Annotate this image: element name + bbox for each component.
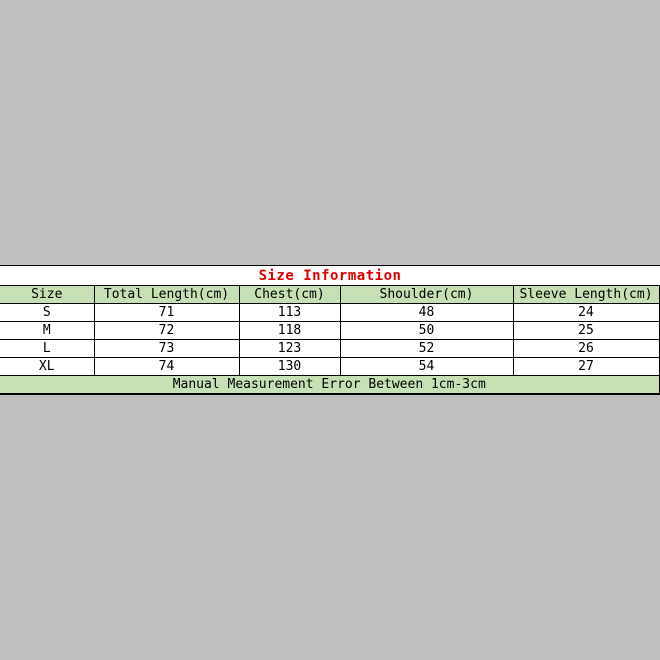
- cell: 113: [238, 303, 341, 322]
- column-header: Total Length(cm): [93, 285, 240, 304]
- size-chart: Size Information Size Total Length(cm) C…: [0, 265, 660, 395]
- cell: 52: [339, 339, 514, 358]
- table-title: Size Information: [258, 268, 402, 284]
- cell: 71: [93, 303, 240, 322]
- size-table: Size Total Length(cm) Chest(cm) Shoulder…: [0, 285, 660, 394]
- cell: 118: [238, 321, 341, 340]
- cell: 25: [512, 321, 660, 340]
- footer-note: Manual Measurement Error Between 1cm-3cm: [0, 375, 660, 394]
- cell: 72: [93, 321, 240, 340]
- cell: 123: [238, 339, 341, 358]
- table-row: L 73 123 52 26: [0, 339, 660, 358]
- cell: 130: [238, 357, 341, 376]
- cell: 27: [512, 357, 660, 376]
- table-row: XL 74 130 54 27: [0, 357, 660, 376]
- table-row: S 71 113 48 24: [0, 303, 660, 322]
- cell: 54: [339, 357, 514, 376]
- cell: 26: [512, 339, 660, 358]
- column-header: Size: [0, 285, 95, 304]
- cell: L: [0, 339, 95, 358]
- column-header: Chest(cm): [238, 285, 341, 304]
- cell: 50: [339, 321, 514, 340]
- header-row: Size Total Length(cm) Chest(cm) Shoulder…: [0, 285, 660, 304]
- cell: 73: [93, 339, 240, 358]
- cell: XL: [0, 357, 95, 376]
- cell: 24: [512, 303, 660, 322]
- column-header: Sleeve Length(cm): [512, 285, 660, 304]
- column-header: Shoulder(cm): [339, 285, 514, 304]
- cell: 74: [93, 357, 240, 376]
- cell: 48: [339, 303, 514, 322]
- cell: S: [0, 303, 95, 322]
- table-row: M 72 118 50 25: [0, 321, 660, 340]
- cell: M: [0, 321, 95, 340]
- footer-row: Manual Measurement Error Between 1cm-3cm: [0, 375, 660, 394]
